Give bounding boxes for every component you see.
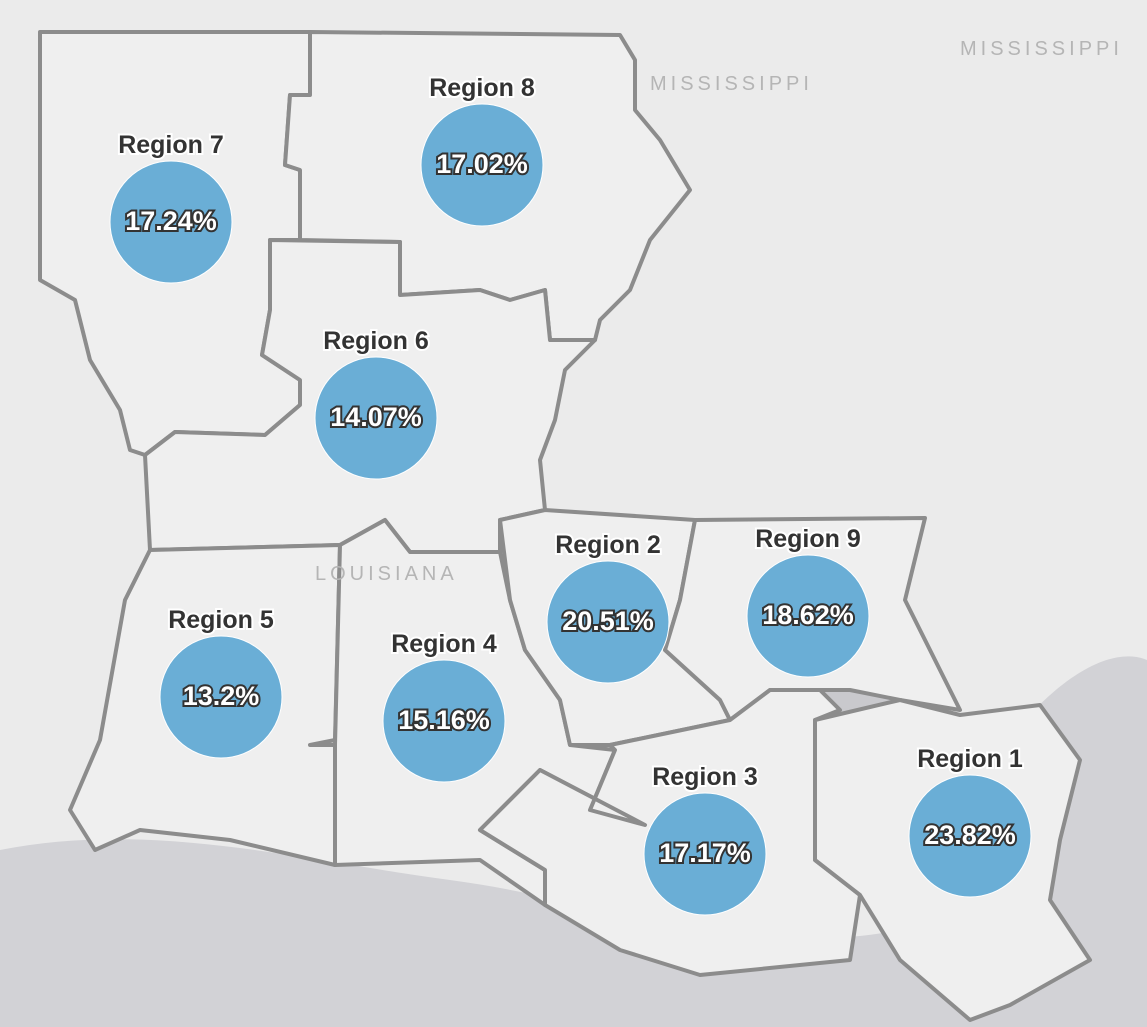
region-circle bbox=[382, 659, 506, 783]
region-circle bbox=[643, 792, 767, 916]
region-name: Region 6 bbox=[323, 327, 429, 355]
region-value: 15.16% bbox=[398, 705, 490, 735]
region-value: 17.02% bbox=[436, 149, 528, 179]
region-circle bbox=[746, 554, 870, 678]
region-circle bbox=[159, 635, 283, 759]
region-name: Region 7 bbox=[118, 131, 224, 159]
gulf-water bbox=[0, 656, 1147, 1027]
region-name: Region 2 bbox=[555, 531, 661, 559]
region-value: 23.82% bbox=[924, 820, 1016, 850]
region-name: Region 1 bbox=[917, 745, 1023, 773]
region-circle bbox=[908, 774, 1032, 898]
place-label: LOUISIANA bbox=[315, 563, 458, 585]
region-value: 20.51% bbox=[562, 606, 654, 636]
place-label: MISSISSIPPI bbox=[960, 38, 1123, 60]
region-circle bbox=[109, 160, 233, 284]
region-name: Region 3 bbox=[652, 763, 758, 791]
region-value: 14.07% bbox=[330, 402, 422, 432]
region-name: Region 4 bbox=[391, 630, 497, 658]
place-label: MISSISSIPPI bbox=[650, 73, 813, 95]
region-value: 13.2% bbox=[183, 681, 260, 711]
region-name: Region 9 bbox=[755, 525, 861, 553]
region-value: 17.24% bbox=[125, 206, 217, 236]
region-value: 17.17% bbox=[659, 838, 751, 868]
region-circle bbox=[546, 560, 670, 684]
region-value: 18.62% bbox=[762, 600, 854, 630]
region-circle bbox=[314, 356, 438, 480]
region-name: Region 8 bbox=[429, 74, 535, 102]
region-name: Region 5 bbox=[168, 606, 274, 634]
region-circle bbox=[420, 103, 544, 227]
